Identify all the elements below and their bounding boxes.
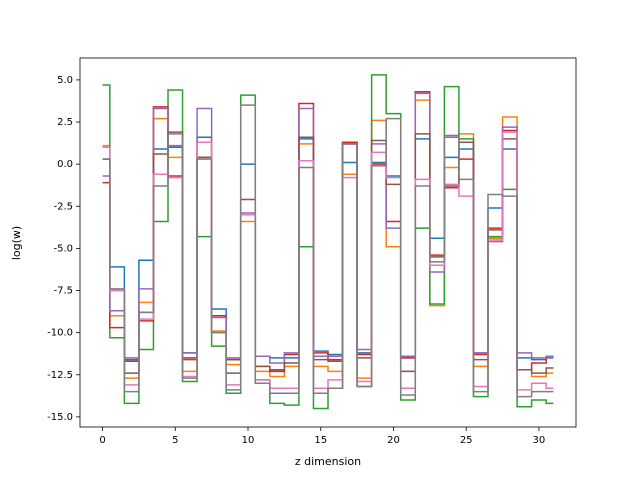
y-tick-label: -15.0: [47, 412, 73, 423]
y-tick-label: -5.0: [53, 243, 73, 254]
y-tick-label: 0.0: [57, 159, 73, 170]
x-tick-label: 15: [314, 435, 327, 446]
y-axis-label: log(w): [10, 226, 23, 260]
step-line: [102, 131, 554, 391]
x-tick-label: 0: [99, 435, 105, 446]
step-line: [102, 99, 554, 379]
step-line: [102, 92, 554, 364]
x-tick-label: 10: [242, 435, 255, 446]
y-tick-label: -10.0: [47, 328, 73, 339]
y-tick-label: -2.5: [53, 201, 73, 212]
y-tick-label: -7.5: [53, 286, 73, 297]
x-tick-label: 30: [533, 435, 546, 446]
plot-frame: [79, 57, 577, 428]
x-tick-label: 5: [172, 435, 178, 446]
step-line: [102, 74, 554, 410]
x-tick-label: 20: [387, 435, 400, 446]
x-tick-label: 25: [460, 435, 473, 446]
x-axis-label: z dimension: [295, 455, 361, 468]
step-line: [102, 131, 554, 374]
step-line: [102, 104, 554, 398]
y-tick-label: 2.5: [57, 117, 73, 128]
y-tick-label: -12.5: [47, 370, 73, 381]
y-tick-label: 5.0: [57, 75, 73, 86]
